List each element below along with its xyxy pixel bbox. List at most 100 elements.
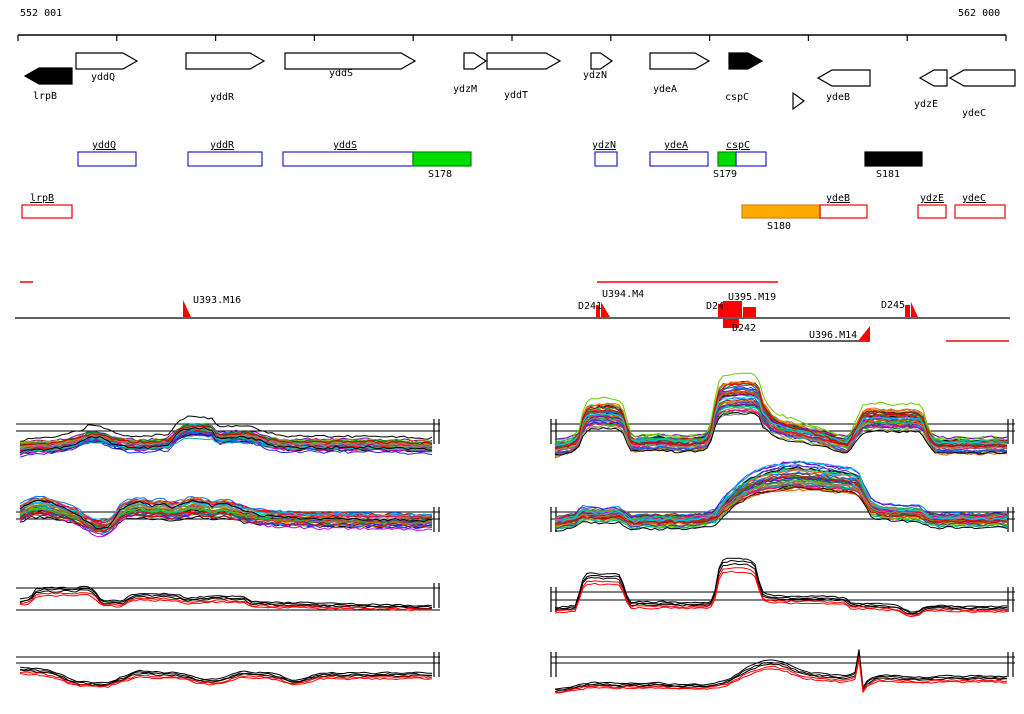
signal-trace — [554, 482, 1008, 530]
signal-trace — [19, 673, 433, 689]
gene-label: yddT — [504, 90, 528, 101]
annotation-box-label[interactable]: ydzN — [592, 140, 616, 151]
signal-trace — [19, 666, 433, 684]
gene-arrow-unnamed[interactable] — [792, 91, 806, 111]
annotation-box-S178[interactable] — [412, 151, 472, 167]
annotation-box-label: S178 — [428, 169, 452, 180]
signal-trace — [555, 557, 1007, 613]
annotation-box-label[interactable]: lrpB — [30, 193, 54, 204]
annotation-box-S179[interactable] — [717, 151, 737, 167]
probe-label-D242: D242 — [732, 323, 756, 334]
signal-trace — [554, 411, 1008, 456]
signal-trace — [19, 587, 433, 609]
signal-trace — [554, 461, 1008, 520]
probe-mark — [905, 305, 910, 317]
probe-mark — [743, 307, 756, 317]
gene-label: yddQ — [91, 72, 115, 83]
signal-trace — [554, 649, 1008, 690]
gene-label: ydeA — [653, 84, 677, 95]
annotation-box-ydeA[interactable] — [649, 151, 709, 167]
gene-arrow-ydeC[interactable] — [948, 69, 1016, 87]
probe-mark — [723, 301, 742, 317]
probe-mark — [601, 302, 610, 317]
signal-trace — [19, 499, 433, 530]
signal-trace — [554, 383, 1008, 449]
signal-trace — [19, 425, 433, 450]
signal-trace — [554, 563, 1008, 615]
annotation-box-label[interactable]: ydeA — [664, 140, 688, 151]
annotation-box-cspC[interactable] — [735, 151, 767, 167]
annotation-box-yddR[interactable] — [187, 151, 263, 167]
annotation-box-label: S179 — [713, 169, 737, 180]
signal-trace — [554, 567, 1008, 617]
annotation-box-label[interactable]: yddR — [210, 140, 235, 151]
annotation-box-ydzN[interactable] — [594, 151, 618, 167]
probe-mark — [723, 319, 739, 328]
annotation-box-label: S181 — [876, 169, 900, 180]
gene-arrow-yddR[interactable] — [185, 52, 266, 70]
annotation-box-ydzE[interactable] — [917, 204, 947, 219]
gene-arrow-yddS[interactable] — [284, 52, 417, 70]
signal-trace — [19, 592, 433, 611]
probe-label-U393.M16: U393.M16 — [193, 295, 241, 306]
annotation-box-yddS[interactable] — [282, 151, 414, 167]
signal-trace — [19, 501, 433, 523]
gene-label: lrpB — [33, 91, 57, 102]
annotation-box-label[interactable]: ydeC — [962, 193, 986, 204]
signal-trace — [554, 467, 1008, 521]
annotation-box-yddQ[interactable] — [77, 151, 137, 167]
gene-arrow-ydzM[interactable] — [463, 52, 488, 70]
annotation-box-label[interactable]: ydzE — [920, 193, 944, 204]
gene-arrow-ydzE[interactable] — [918, 69, 948, 87]
signal-trace — [554, 559, 1008, 615]
annotation-box-ydeB[interactable] — [819, 204, 868, 219]
gene-arrow-ydzN[interactable] — [590, 52, 614, 70]
signal-trace — [19, 415, 433, 442]
gene-arrow-yddT[interactable] — [486, 52, 562, 70]
annotation-box-label[interactable]: yddQ — [92, 140, 116, 151]
probe-label-U394.M4: U394.M4 — [602, 289, 644, 300]
signal-trace — [554, 389, 1008, 459]
gene-label: yddS — [329, 68, 353, 79]
gene-label: ydzM — [453, 84, 477, 95]
signal-trace — [554, 570, 1008, 618]
signal-trace — [19, 669, 433, 687]
gene-label: ydzN — [583, 70, 607, 81]
signal-trace — [19, 585, 433, 607]
gene-arrow-ydeB[interactable] — [816, 69, 871, 87]
annotation-box-S180[interactable] — [741, 204, 821, 219]
signal-trace — [19, 671, 433, 688]
signal-trace — [554, 472, 1008, 530]
probe-label-U396.M14: U396.M14 — [809, 330, 857, 341]
signal-trace — [554, 486, 1008, 525]
gene-arrow-ydeA[interactable] — [649, 52, 711, 70]
signal-trace — [554, 653, 1008, 692]
annotation-box-label[interactable]: yddS — [333, 140, 357, 151]
signal-trace — [555, 486, 1008, 532]
probe-mark — [911, 302, 918, 317]
annotation-box-label: S180 — [767, 221, 791, 232]
annotation-box-ydeC[interactable] — [954, 204, 1006, 219]
annotation-box-S181[interactable] — [864, 151, 923, 167]
signal-trace — [19, 512, 432, 533]
signal-trace — [554, 480, 1008, 526]
probe-label-D243: D243 — [706, 301, 730, 312]
signal-trace — [554, 650, 1008, 691]
signal-trace — [19, 426, 433, 454]
annotation-box-label[interactable]: ydeB — [826, 193, 850, 204]
gene-arrow-lrpB[interactable] — [23, 67, 73, 85]
probe-mark — [858, 326, 870, 341]
gene-arrow-yddQ[interactable] — [75, 52, 139, 70]
annotation-box-label[interactable]: cspC — [726, 140, 750, 151]
signal-trace — [554, 372, 1008, 444]
signal-trace — [554, 656, 1008, 693]
annotation-box-lrpB[interactable] — [21, 204, 73, 219]
probe-label-D245: D245 — [881, 300, 905, 311]
ruler-start-coordinate: 552 001 — [20, 8, 63, 19]
gene-label: ydeC — [962, 108, 986, 119]
gene-arrow-cspC[interactable] — [728, 52, 764, 70]
gene-label: cspC — [725, 92, 749, 103]
probe-label-U395.M19: U395.M19 — [728, 292, 776, 303]
